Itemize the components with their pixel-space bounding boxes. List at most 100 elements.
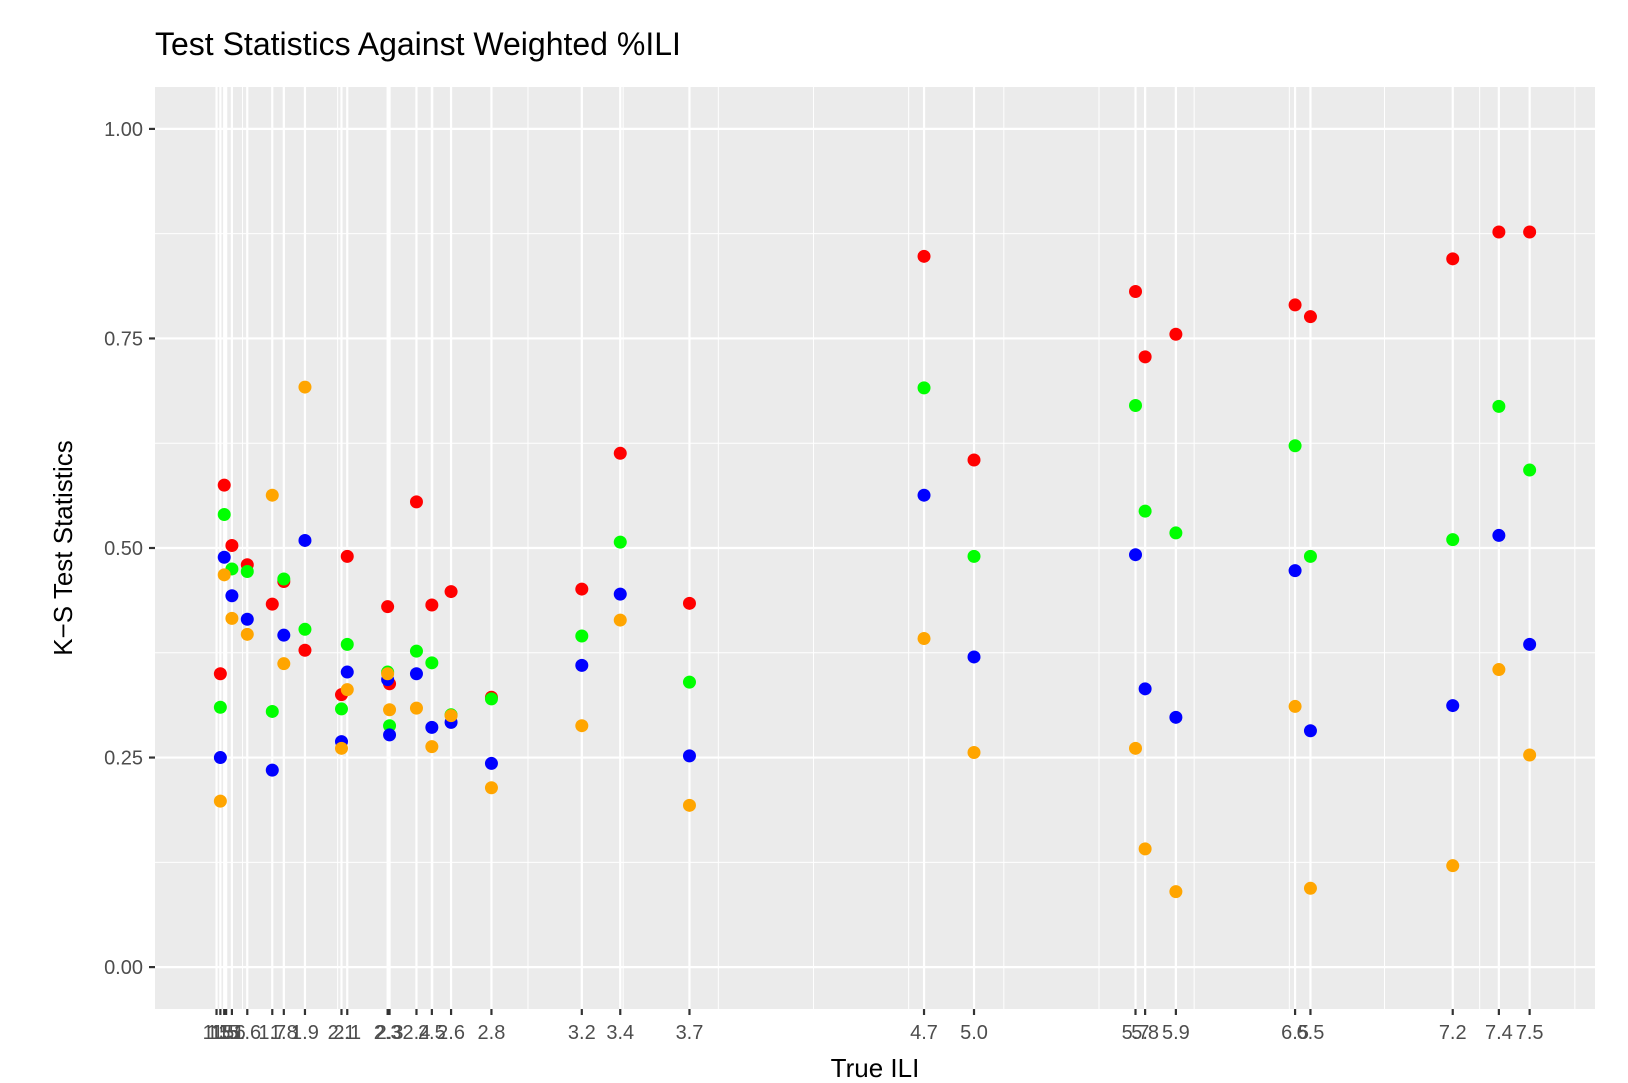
data-point [1169,327,1183,341]
data-point [444,709,458,723]
data-point [298,643,312,657]
x-tick-label: 3.2 [568,1022,596,1044]
data-point [213,700,227,714]
data-point [613,535,627,549]
data-point [334,702,348,716]
data-point [298,380,312,394]
data-point [967,453,981,467]
data-point [917,488,931,502]
data-point [484,781,498,795]
y-axis: 0.00 0.25 0.50 0.75 1.00 [104,119,155,979]
data-point [1138,504,1152,518]
data-point [213,794,227,808]
data-point [1446,699,1460,713]
y-tick-label: 0.25 [104,748,143,770]
data-point [1492,528,1506,542]
x-tick-label: 1.7 [258,1022,286,1044]
data-point [1446,859,1460,873]
data-point [425,740,439,754]
data-point [682,675,696,689]
data-point [1303,724,1317,738]
data-point [298,533,312,547]
data-point [298,622,312,636]
data-point [575,719,589,733]
x-tick-label: 7.2 [1439,1022,1467,1044]
data-point [425,598,439,612]
y-tick-label: 0.75 [104,328,143,350]
data-point [1523,748,1537,762]
data-point [340,549,354,563]
data-point [575,629,589,643]
x-tick-label: 5.0 [960,1022,988,1044]
data-point [1129,399,1143,413]
x-tick-label: 1.5 [212,1022,240,1044]
data-point [1303,881,1317,895]
x-tick-label: 2.8 [478,1022,506,1044]
data-point [1492,225,1506,239]
data-point [613,446,627,460]
data-point [425,656,439,670]
data-point [575,658,589,672]
x-tick-label: 7.5 [1516,1022,1544,1044]
data-point [1169,710,1183,724]
data-point [682,798,696,812]
data-point [967,650,981,664]
y-tick-label: 1.00 [104,119,143,141]
x-axis: 1.51.51.51.51.61.61.71.81.9 2.12.1 2.32.3 2… [203,1009,1544,1044]
data-point [265,704,279,718]
data-points [213,225,1537,899]
data-point [967,746,981,760]
data-point [1492,663,1506,677]
x-tick-label: 1.8 [270,1022,298,1044]
data-point [917,381,931,395]
y-tick-label: 0.50 [104,538,143,560]
data-point [967,549,981,563]
x-tick-label: 1.6 [233,1022,261,1044]
x-tick-label: 5.7 [1122,1022,1150,1044]
data-point [340,637,354,651]
y-axis-title: K−S Test Statistics [48,440,78,656]
data-point [265,763,279,777]
data-point [409,667,423,681]
x-axis-title: True ILI [831,1053,920,1083]
y-tick-label: 0.00 [104,957,143,979]
x-tick-label: 1.5 [203,1022,231,1044]
data-point [409,701,423,715]
data-point [1523,463,1537,477]
x-tick-label: 2.1 [328,1022,356,1044]
data-point [1523,637,1537,651]
data-point [613,587,627,601]
data-point [917,249,931,263]
data-point [1169,526,1183,540]
data-point [1288,439,1302,453]
data-point [381,667,395,681]
data-point [1129,741,1143,755]
data-point [383,719,397,733]
data-point [1288,298,1302,312]
data-point [1129,285,1143,299]
data-point [409,495,423,509]
data-point [225,611,239,625]
data-point [1446,533,1460,547]
data-point [1288,699,1302,713]
data-point [409,644,423,658]
data-point [425,720,439,734]
x-tick-label: 2.1 [333,1022,361,1044]
data-point [1492,399,1506,413]
data-point [217,478,231,492]
data-point [484,692,498,706]
x-tick-label: 7.4 [1485,1022,1513,1044]
data-point [340,665,354,679]
x-tick-label: 2.3 [376,1022,404,1044]
x-tick-label: 1.5 [206,1022,234,1044]
x-tick-label: 3.4 [606,1022,634,1044]
x-tick-label: 5.8 [1131,1022,1159,1044]
data-point [1138,350,1152,364]
data-point [225,589,239,603]
data-point [575,582,589,596]
x-tick-label: 2.3 [374,1022,402,1044]
data-point [240,564,254,578]
data-point [217,568,231,582]
data-point [917,632,931,646]
data-point [240,627,254,641]
